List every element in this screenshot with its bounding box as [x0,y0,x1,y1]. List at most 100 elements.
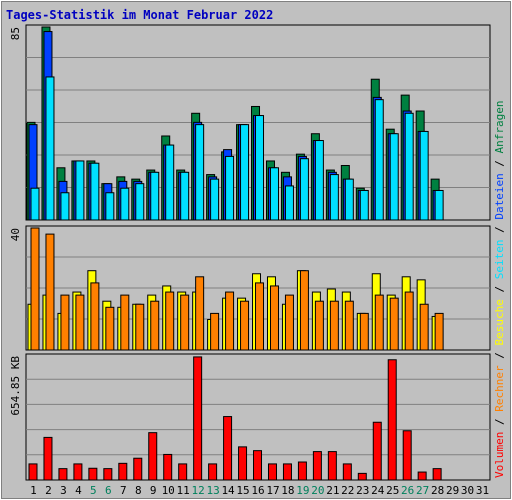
bar-volumen-day-21 [327,451,337,481]
y-max-label-top: 85 [9,27,22,40]
vertical-legend: Volumen / Rechner / Besuche / Seiten / D… [493,100,506,478]
bar-volumen-day-19 [297,461,307,481]
bar-volumen-day-15 [238,446,248,481]
y-axis-max-labels: 85 40 654.85 KB [9,27,22,416]
bar-seiten-day-12 [195,124,205,221]
bar-volumen-day-9 [148,432,158,481]
x-label-day-22: 22 [341,484,354,497]
bar-seiten-day-7 [120,187,130,221]
bar-volumen-day-17 [267,463,277,481]
bar-seiten-day-19 [299,158,309,221]
bar-volumen-day-11 [178,463,188,481]
x-label-day-30: 30 [461,484,474,497]
panel-requests-files-pages [25,24,491,221]
bar-seiten-day-4 [75,160,85,221]
x-label-day-11: 11 [177,484,190,497]
bar-seiten-day-28 [434,189,444,221]
bar-volumen-day-26 [402,430,412,481]
bar-rechner-day-27 [419,303,429,351]
bar-seiten-day-26 [404,112,414,221]
bar-rechner-day-10 [165,291,175,351]
x-label-day-16: 16 [251,484,264,497]
bar-volumen-day-24 [372,421,382,481]
bar-rechner-day-2 [45,233,55,351]
bar-volumen-day-20 [312,451,322,481]
bar-seiten-day-18 [284,185,294,221]
bar-seiten-day-20 [314,140,324,221]
x-label-day-29: 29 [446,484,459,497]
bar-seiten-day-6 [105,192,115,221]
bar-rechner-day-3 [60,294,70,351]
bar-rechner-day-24 [374,294,384,351]
x-label-day-8: 8 [135,484,142,497]
legend-anfragen: Anfragen [493,100,506,153]
bar-volumen-day-3 [58,468,68,481]
bar-volumen-day-1 [28,463,38,481]
x-label-day-31: 31 [476,484,489,497]
bar-volumen-day-10 [163,453,173,481]
bar-seiten-day-2 [45,76,55,221]
bar-seiten-day-17 [269,167,279,221]
panel-visits-hosts [25,225,491,351]
x-label-day-15: 15 [236,484,249,497]
legend-separator: / [493,279,506,299]
bar-seiten-day-25 [389,133,399,221]
bar-seiten-day-10 [165,144,175,221]
bar-seiten-day-3 [60,192,70,221]
x-label-day-23: 23 [356,484,369,497]
bar-rechner-day-8 [135,303,145,351]
y-max-label-middle: 40 [9,228,22,241]
x-label-day-4: 4 [75,484,82,497]
legend-dateien: Dateien [493,173,506,219]
legend-separator: / [493,412,506,432]
bar-rechner-day-14 [225,291,235,351]
bar-volumen-day-16 [253,450,263,481]
x-label-day-26: 26 [401,484,414,497]
legend-seiten: Seiten [493,240,506,280]
x-label-day-3: 3 [60,484,67,497]
bar-volumen-day-12 [193,356,203,481]
bar-volumen-day-27 [417,471,427,481]
x-label-day-10: 10 [162,484,175,497]
bar-rechner-day-26 [404,291,414,351]
bar-seiten-day-24 [374,99,384,221]
bar-seiten-day-16 [255,115,265,221]
bar-volumen-day-18 [282,463,292,481]
bar-rechner-day-7 [120,294,130,351]
bar-rechner-day-17 [269,285,279,351]
x-label-day-2: 2 [45,484,52,497]
bar-volumen-day-7 [118,462,128,481]
x-label-day-17: 17 [266,484,279,497]
x-label-day-27: 27 [416,484,429,497]
legend-separator: / [493,153,506,173]
legend-separator: / [493,346,506,366]
x-label-day-1: 1 [30,484,37,497]
x-label-day-18: 18 [281,484,294,497]
x-label-day-21: 21 [326,484,339,497]
y-max-label-bottom: 654.85 KB [9,356,22,416]
bar-volumen-day-8 [133,457,143,481]
bar-volumen-day-14 [223,416,233,481]
bar-rechner-day-9 [150,300,160,351]
legend-besuche: Besuche [493,299,506,345]
x-label-day-13: 13 [206,484,219,497]
bar-rechner-day-5 [90,282,100,351]
x-label-day-20: 20 [311,484,324,497]
bar-rechner-day-22 [344,300,354,351]
bar-seiten-day-21 [329,174,339,221]
x-axis-day-labels: 1 2 3 4 5 6 7 8 9 10 11 12 13 14 15 16 17 18 19 20 21 22 23 24 2… [30,484,489,497]
bar-rechner-day-6 [105,306,115,351]
bar-volumen-day-13 [208,463,218,481]
bar-rechner-day-25 [389,297,399,351]
bar-seiten-day-9 [150,171,160,221]
bar-seiten-day-14 [225,155,235,221]
bar-volumen-day-28 [432,468,442,481]
bar-rechner-day-18 [284,294,294,351]
bar-volumen-day-4 [73,463,83,481]
bar-volumen-day-23 [357,472,367,481]
bar-seiten-day-22 [344,178,354,221]
x-label-day-24: 24 [371,484,385,497]
legend-rechner: Rechner [493,365,506,412]
